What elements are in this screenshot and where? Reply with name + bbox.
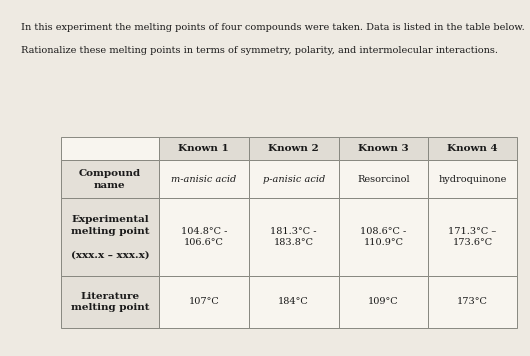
- Text: In this experiment the melting points of four compounds were taken. Data is list: In this experiment the melting points of…: [21, 23, 525, 32]
- Bar: [159, 137, 249, 161]
- Text: Known 4: Known 4: [447, 144, 498, 153]
- Text: m-anisic acid: m-anisic acid: [171, 175, 236, 184]
- Bar: [61, 276, 159, 328]
- Bar: [61, 137, 159, 161]
- Text: Known 3: Known 3: [358, 144, 409, 153]
- Text: hydroquinone: hydroquinone: [438, 175, 507, 184]
- Bar: [249, 198, 339, 276]
- Text: p-anisic acid: p-anisic acid: [262, 175, 325, 184]
- Bar: [428, 198, 517, 276]
- Bar: [339, 198, 428, 276]
- Bar: [61, 161, 159, 198]
- Bar: [428, 276, 517, 328]
- Bar: [428, 137, 517, 161]
- Bar: [249, 137, 339, 161]
- Bar: [249, 161, 339, 198]
- Text: Resorcinol: Resorcinol: [357, 175, 410, 184]
- Bar: [339, 161, 428, 198]
- Text: Literature
melting point: Literature melting point: [70, 292, 149, 312]
- Text: Experimental
melting point

(xxx.x – xxx.x): Experimental melting point (xxx.x – xxx.…: [70, 215, 149, 259]
- Text: Rationalize these melting points in terms of symmetry, polarity, and intermolecu: Rationalize these melting points in term…: [21, 46, 498, 55]
- Text: 181.3°C -
183.8°C: 181.3°C - 183.8°C: [270, 227, 317, 247]
- Text: Known 2: Known 2: [268, 144, 319, 153]
- Text: 109°C: 109°C: [368, 297, 399, 307]
- Bar: [339, 276, 428, 328]
- Text: Compound
name: Compound name: [79, 169, 141, 189]
- Bar: [159, 198, 249, 276]
- Text: 171.3°C –
173.6°C: 171.3°C – 173.6°C: [448, 227, 497, 247]
- Text: 104.8°C -
106.6°C: 104.8°C - 106.6°C: [181, 227, 227, 247]
- Text: 173°C: 173°C: [457, 297, 488, 307]
- Bar: [159, 161, 249, 198]
- Bar: [61, 198, 159, 276]
- Text: 108.6°C -
110.9°C: 108.6°C - 110.9°C: [360, 227, 407, 247]
- Bar: [339, 137, 428, 161]
- Text: 184°C: 184°C: [278, 297, 309, 307]
- Bar: [159, 276, 249, 328]
- Bar: [428, 161, 517, 198]
- Text: 107°C: 107°C: [189, 297, 219, 307]
- Bar: [249, 276, 339, 328]
- Text: Known 1: Known 1: [179, 144, 229, 153]
